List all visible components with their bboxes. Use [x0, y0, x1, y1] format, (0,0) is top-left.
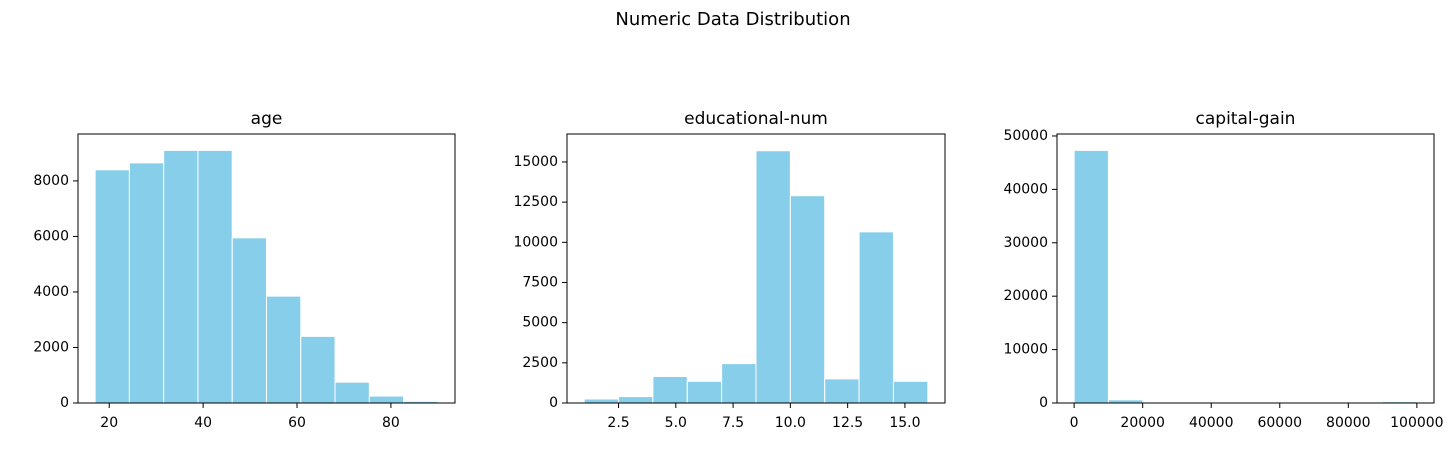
y-tick-label: 8000 — [33, 173, 69, 189]
y-tick-label: 4000 — [33, 284, 69, 300]
bar — [618, 396, 654, 404]
axes-frame — [566, 133, 946, 404]
axes-frame — [1056, 133, 1435, 404]
y-tick-label: 7500 — [522, 274, 558, 290]
bar — [721, 363, 757, 404]
bar — [94, 169, 130, 404]
bar — [858, 231, 894, 404]
y-tick-label: 0 — [549, 395, 558, 411]
bar — [652, 375, 688, 404]
bar — [334, 381, 370, 404]
x-tick-label: 20 — [100, 415, 118, 431]
y-tick-label: 5000 — [522, 315, 558, 331]
x-tick-label: 7.5 — [722, 415, 744, 431]
y-tick-label: 40000 — [1003, 181, 1048, 197]
axes-frame — [77, 133, 456, 404]
bar — [583, 398, 620, 404]
bar — [266, 295, 302, 404]
y-tick-label: 10000 — [1003, 342, 1048, 358]
y-tick-label: 2000 — [33, 339, 69, 355]
x-tick-label: 10.0 — [775, 415, 806, 431]
y-tick-label: 20000 — [1003, 288, 1048, 304]
x-tick-label: 40 — [194, 415, 212, 431]
bar — [163, 149, 199, 404]
x-tick-label: 60000 — [1257, 415, 1302, 431]
x-tick-label: 40000 — [1189, 415, 1234, 431]
y-tick-label: 12500 — [513, 194, 558, 210]
bar — [231, 237, 268, 404]
bar — [892, 380, 929, 404]
x-tick-label: 60 — [288, 415, 306, 431]
axes-title: age — [251, 109, 283, 129]
y-tick-label: 15000 — [513, 154, 558, 170]
x-tick-label: 12.5 — [832, 415, 863, 431]
y-tick-label: 10000 — [513, 234, 558, 250]
bar — [300, 335, 336, 404]
x-tick-label: 0 — [1070, 415, 1079, 431]
x-tick-label: 15.0 — [889, 415, 920, 431]
y-tick-label: 2500 — [522, 355, 558, 371]
bar — [128, 162, 165, 404]
y-tick-label: 6000 — [33, 228, 69, 244]
x-tick-label: 2.5 — [607, 415, 629, 431]
x-tick-label: 80 — [382, 415, 400, 431]
figure-title: Numeric Data Distribution — [615, 9, 850, 30]
bar — [686, 380, 723, 404]
axes-title: capital-gain — [1196, 109, 1296, 129]
bar — [197, 149, 233, 404]
bar — [789, 195, 826, 404]
y-tick-label: 30000 — [1003, 235, 1048, 251]
bar — [755, 150, 791, 404]
bar — [824, 378, 860, 404]
axes-title: educational-num — [684, 109, 828, 129]
y-tick-label: 0 — [60, 395, 69, 411]
bar — [1073, 149, 1109, 404]
y-tick-label: 0 — [1039, 395, 1048, 411]
x-tick-label: 5.0 — [665, 415, 687, 431]
x-tick-label: 20000 — [1120, 415, 1165, 431]
y-tick-label: 50000 — [1003, 128, 1048, 144]
x-tick-label: 80000 — [1326, 415, 1371, 431]
bar — [368, 395, 405, 404]
x-tick-label: 100000 — [1390, 415, 1443, 431]
